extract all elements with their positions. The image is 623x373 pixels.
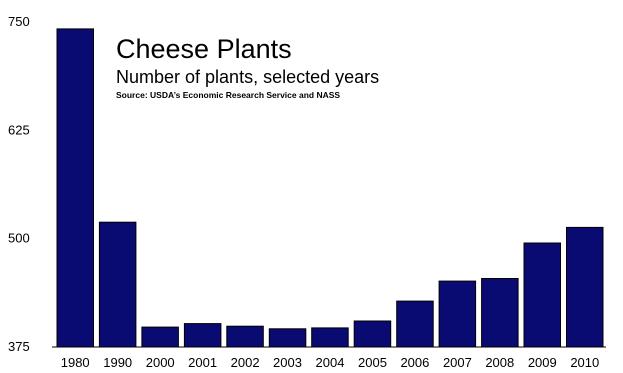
- x-tick-labels: 1980 1990 2000 2001 2002 2003 2004 2005 2006 2007…: [61, 355, 600, 370]
- y-tick-label-375: 375: [8, 339, 30, 354]
- x-tick-label-2006: 2006: [400, 355, 429, 370]
- bar-2010: [566, 226, 604, 348]
- bars-group: [56, 28, 604, 348]
- chart-subtitle: Number of plants, selected years: [116, 67, 380, 87]
- x-tick-label-1980: 1980: [61, 355, 90, 370]
- y-tick-label-750: 750: [8, 14, 30, 29]
- x-tick-label-1990: 1990: [103, 355, 132, 370]
- bar-1980: [56, 28, 94, 348]
- bar-2009: [523, 242, 561, 348]
- bar-2001: [183, 323, 222, 348]
- y-tick-label-500: 500: [8, 231, 30, 246]
- x-tick-label-2001: 2001: [188, 355, 217, 370]
- bar-2002: [226, 325, 264, 348]
- x-tick-label-2003: 2003: [273, 355, 302, 370]
- bar-2000: [141, 326, 179, 348]
- bar-2005: [353, 320, 392, 348]
- x-tick-label-2007: 2007: [443, 355, 472, 370]
- bar-2007: [438, 280, 477, 348]
- bar-2008: [481, 278, 519, 348]
- x-tick-label-2002: 2002: [231, 355, 260, 370]
- x-tick-label-2005: 2005: [358, 355, 387, 370]
- x-tick-label-2009: 2009: [528, 355, 557, 370]
- x-tick-label-2004: 2004: [316, 355, 345, 370]
- chart-title: Cheese Plants: [116, 34, 292, 64]
- y-tick-label-625: 625: [8, 122, 30, 137]
- x-tick-label-2008: 2008: [485, 355, 514, 370]
- bar-2006: [396, 300, 434, 348]
- chart-source: Source: USDA’s Economic Research Service…: [116, 90, 341, 100]
- y-tick-labels: 375 500 625 750: [8, 14, 30, 354]
- bar-2003: [268, 328, 307, 348]
- x-tick-label-2000: 2000: [146, 355, 175, 370]
- bar-2004: [311, 327, 349, 348]
- x-tick-label-2010: 2010: [570, 355, 599, 370]
- bar-1990: [98, 221, 137, 348]
